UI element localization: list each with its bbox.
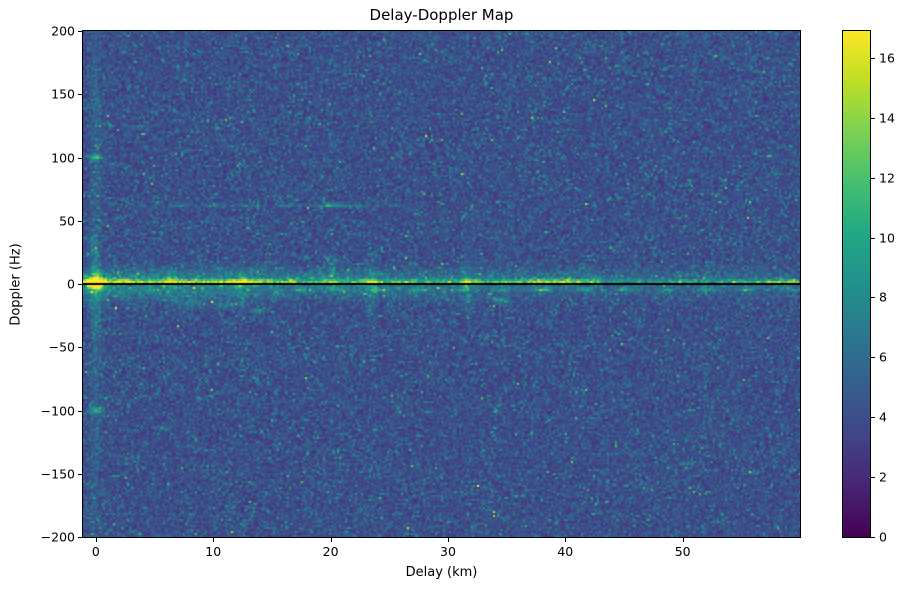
y-tick-mark xyxy=(78,220,82,222)
y-tick-mark xyxy=(78,537,82,538)
x-tick-mark xyxy=(213,538,215,542)
plot-area xyxy=(82,30,801,538)
y-tick-label: −100 xyxy=(40,403,75,418)
y-tick-mark xyxy=(78,31,82,32)
x-tick-mark xyxy=(682,538,684,542)
y-tick-mark xyxy=(78,473,82,475)
x-tick-label: 0 xyxy=(91,544,100,559)
y-tick-mark xyxy=(78,347,82,349)
colorbar-tick-label: 0 xyxy=(879,529,887,545)
colorbar-tick-mark xyxy=(871,297,875,299)
colorbar xyxy=(842,30,871,538)
colorbar-tick-mark xyxy=(871,117,875,119)
x-tick-mark xyxy=(330,538,332,542)
y-tick-label: 150 xyxy=(51,86,75,102)
x-tick-mark xyxy=(565,538,567,542)
colorbar-tick-mark xyxy=(871,537,875,538)
colorbar-tick-label: 8 xyxy=(879,289,887,305)
y-tick-mark xyxy=(78,284,82,285)
x-tick-mark xyxy=(447,538,449,542)
y-tick-mark xyxy=(78,410,82,412)
x-tick-label: 10 xyxy=(205,544,222,559)
colorbar-tick-label: 2 xyxy=(879,469,887,485)
y-tick-label: 200 xyxy=(51,23,75,39)
x-tick-label: 50 xyxy=(674,544,691,559)
colorbar-tick-label: 6 xyxy=(879,349,887,365)
y-tick-label: −150 xyxy=(40,466,75,482)
colorbar-tick-label: 10 xyxy=(879,230,895,246)
colorbar-tick-mark xyxy=(871,477,875,479)
y-tick-label: 0 xyxy=(67,276,75,292)
colorbar-tick-label: 14 xyxy=(879,110,895,126)
x-tick-label: 20 xyxy=(322,544,339,559)
colorbar-tick-mark xyxy=(871,177,875,179)
colorbar-tick-label: 4 xyxy=(879,409,887,425)
x-tick-mark xyxy=(95,538,97,542)
heatmap-canvas xyxy=(83,31,800,537)
colorbar-tick-mark xyxy=(871,57,875,59)
x-tick-label: 30 xyxy=(440,544,456,559)
colorbar-tick-mark xyxy=(871,357,875,359)
y-tick-label: −50 xyxy=(48,339,75,355)
y-axis-label: Doppler (Hz) xyxy=(8,243,24,326)
y-tick-mark xyxy=(78,157,82,159)
colorbar-tick-label: 12 xyxy=(879,170,895,186)
colorbar-tick-mark xyxy=(871,237,875,239)
colorbar-tick-label: 16 xyxy=(879,50,895,66)
y-tick-label: 100 xyxy=(51,150,75,165)
colorbar-tick-mark xyxy=(871,417,875,419)
x-tick-label: 40 xyxy=(557,544,574,559)
chart-title: Delay-Doppler Map xyxy=(369,6,514,24)
x-axis-label: Delay (km) xyxy=(405,565,478,580)
y-tick-mark xyxy=(78,94,82,96)
y-tick-label: 50 xyxy=(59,213,75,229)
y-tick-label: −200 xyxy=(40,529,75,545)
